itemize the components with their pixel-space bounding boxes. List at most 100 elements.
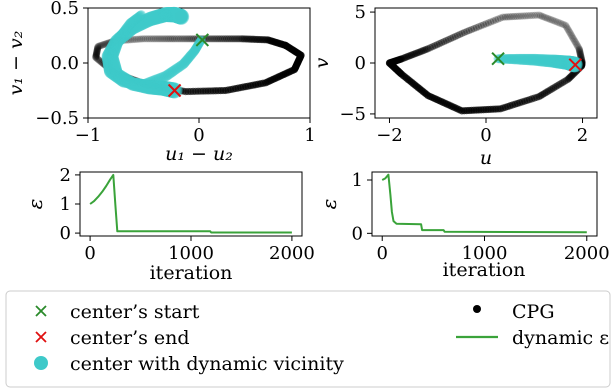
center-point — [184, 52, 194, 63]
center-point — [545, 54, 559, 68]
cpg-point — [463, 27, 471, 36]
center-point — [509, 53, 521, 65]
center-point — [103, 60, 116, 73]
center-point — [170, 64, 181, 75]
center-point — [502, 54, 513, 64]
center-point — [110, 42, 122, 54]
center-point — [565, 56, 581, 72]
cpg-point — [506, 13, 514, 21]
cpg-point — [181, 35, 189, 43]
center-point — [122, 76, 134, 89]
center-point — [150, 74, 162, 86]
center-point — [192, 42, 202, 52]
cpg-point — [151, 35, 159, 43]
center-point — [129, 18, 144, 33]
cpg-point — [521, 12, 530, 20]
center-point — [552, 54, 567, 69]
red-x-icon — [35, 331, 47, 343]
cpg-point — [97, 41, 105, 50]
center-point — [114, 30, 129, 44]
cpg-point — [113, 70, 121, 78]
cpg-point — [453, 31, 462, 40]
center-point — [104, 65, 117, 78]
legend-item-end: center’s end — [35, 327, 190, 349]
center-point — [160, 7, 176, 23]
center-point — [126, 17, 137, 28]
center-point — [161, 7, 177, 23]
cpg-point — [95, 56, 103, 64]
center-point — [546, 54, 561, 68]
cpg-point — [106, 38, 115, 46]
center-point — [104, 44, 118, 58]
center-point — [117, 75, 130, 88]
center-point — [164, 82, 181, 98]
center-point — [106, 67, 119, 80]
cpg-point — [93, 45, 102, 53]
cpg-point — [479, 21, 488, 29]
cpg-point — [557, 19, 565, 28]
center-point — [151, 9, 167, 24]
center-point — [191, 43, 201, 54]
center-point — [108, 57, 121, 70]
center-point — [118, 72, 132, 86]
cpg-point — [562, 76, 570, 84]
center-point — [122, 75, 136, 89]
cpg-point — [100, 40, 108, 49]
cpg-point — [566, 73, 575, 81]
center-point — [121, 22, 133, 33]
legend-item-cpg: CPG — [473, 301, 555, 323]
center-point — [112, 72, 125, 85]
center-point — [110, 70, 123, 83]
cpg-point — [578, 60, 586, 68]
center-point — [531, 53, 543, 66]
center-point — [146, 80, 162, 95]
center-point — [539, 54, 552, 67]
center-point — [157, 72, 168, 83]
center-point — [543, 54, 556, 68]
center-point — [533, 54, 546, 67]
cpg-point — [567, 30, 575, 38]
x-tick-label: 1000 — [462, 243, 508, 264]
center-point — [503, 54, 514, 64]
center-point — [113, 33, 125, 45]
center-point — [161, 7, 178, 23]
center-point — [109, 35, 123, 49]
center-point — [113, 34, 125, 46]
x-tick-label: 2000 — [564, 243, 610, 264]
y-tick-label: 0 — [60, 223, 71, 244]
center-point — [181, 55, 192, 66]
center-point — [116, 28, 131, 43]
cpg-point — [239, 35, 247, 43]
x-axis-label: u — [480, 147, 492, 169]
cpg-point — [530, 11, 539, 19]
cpg-point — [237, 35, 245, 43]
center-point — [108, 45, 121, 58]
center-point — [110, 40, 122, 52]
cpg-point — [550, 17, 558, 25]
center-point — [544, 54, 558, 68]
center-point — [525, 53, 538, 66]
cpg-point — [508, 13, 516, 21]
center-point — [107, 68, 121, 81]
panel-phase-difference: −1 0 1 −0.5 0.0 0.5 u₁ − u₂ v₁ − v₂ — [5, 0, 316, 165]
cpg-point — [242, 35, 250, 43]
center-point — [174, 61, 185, 72]
start-marker — [491, 52, 505, 66]
center-point — [103, 46, 117, 60]
cpg-point — [578, 60, 586, 68]
cpg-point — [92, 53, 100, 61]
center-point — [139, 13, 154, 29]
center-point — [131, 14, 141, 24]
center-point — [140, 79, 155, 95]
center-point — [154, 80, 170, 96]
center-point — [554, 55, 569, 70]
center-point — [106, 41, 120, 55]
center-point — [108, 36, 123, 50]
cpg-point — [576, 50, 585, 59]
cpg-point — [424, 45, 432, 53]
center-point — [122, 23, 136, 38]
center-point — [191, 43, 202, 53]
cpg-point — [131, 76, 140, 85]
center-point — [515, 53, 526, 65]
